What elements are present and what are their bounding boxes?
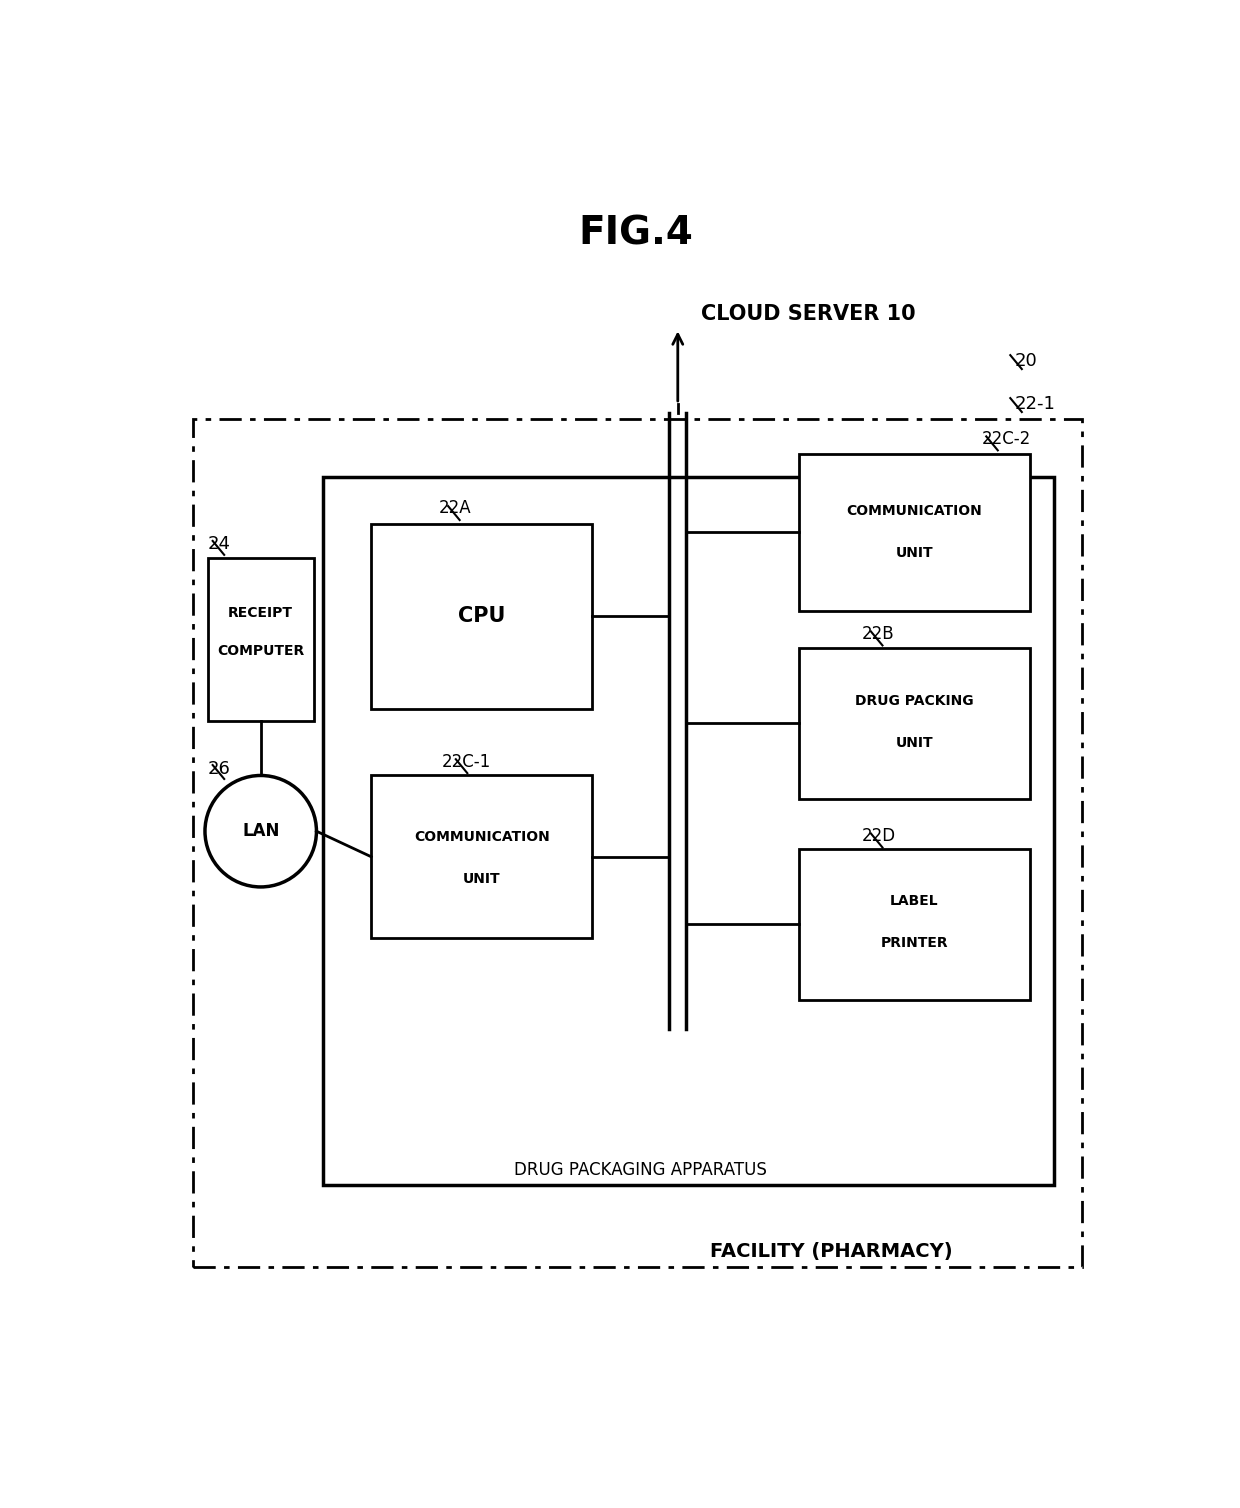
Text: 22B: 22B bbox=[862, 624, 894, 642]
Text: CPU: CPU bbox=[458, 606, 506, 626]
Ellipse shape bbox=[205, 775, 316, 887]
Text: FACILITY (PHARMACY): FACILITY (PHARMACY) bbox=[711, 1243, 952, 1261]
Text: UNIT: UNIT bbox=[463, 872, 501, 885]
Text: LABEL: LABEL bbox=[890, 894, 939, 908]
Text: LAN: LAN bbox=[242, 822, 279, 840]
Text: FIG.4: FIG.4 bbox=[578, 214, 693, 252]
Text: CLOUD SERVER 10: CLOUD SERVER 10 bbox=[701, 305, 916, 324]
Bar bbox=[799, 849, 1029, 1000]
Text: 22-1: 22-1 bbox=[1016, 395, 1056, 413]
Text: RECEIPT: RECEIPT bbox=[228, 606, 293, 620]
Text: 22C-1: 22C-1 bbox=[441, 752, 491, 771]
Text: 26: 26 bbox=[208, 760, 231, 778]
Bar bbox=[324, 477, 1054, 1185]
Bar bbox=[208, 558, 314, 721]
Text: DRUG PACKING: DRUG PACKING bbox=[854, 694, 973, 709]
Bar bbox=[799, 454, 1029, 611]
Bar bbox=[371, 775, 593, 938]
Text: 22A: 22A bbox=[439, 499, 471, 517]
Bar bbox=[799, 648, 1029, 799]
Text: UNIT: UNIT bbox=[895, 736, 932, 749]
Text: COMMUNICATION: COMMUNICATION bbox=[847, 504, 982, 517]
Text: COMMUNICATION: COMMUNICATION bbox=[414, 829, 549, 844]
Text: 22C-2: 22C-2 bbox=[982, 430, 1030, 448]
Bar bbox=[193, 419, 1083, 1267]
Text: 20: 20 bbox=[1016, 351, 1038, 369]
Text: 24: 24 bbox=[208, 535, 231, 553]
Text: COMPUTER: COMPUTER bbox=[217, 644, 304, 657]
Text: 22D: 22D bbox=[862, 826, 895, 844]
Bar bbox=[371, 523, 593, 709]
Text: PRINTER: PRINTER bbox=[880, 935, 949, 950]
Text: UNIT: UNIT bbox=[895, 546, 932, 559]
Text: DRUG PACKAGING APPARATUS: DRUG PACKAGING APPARATUS bbox=[513, 1161, 766, 1179]
